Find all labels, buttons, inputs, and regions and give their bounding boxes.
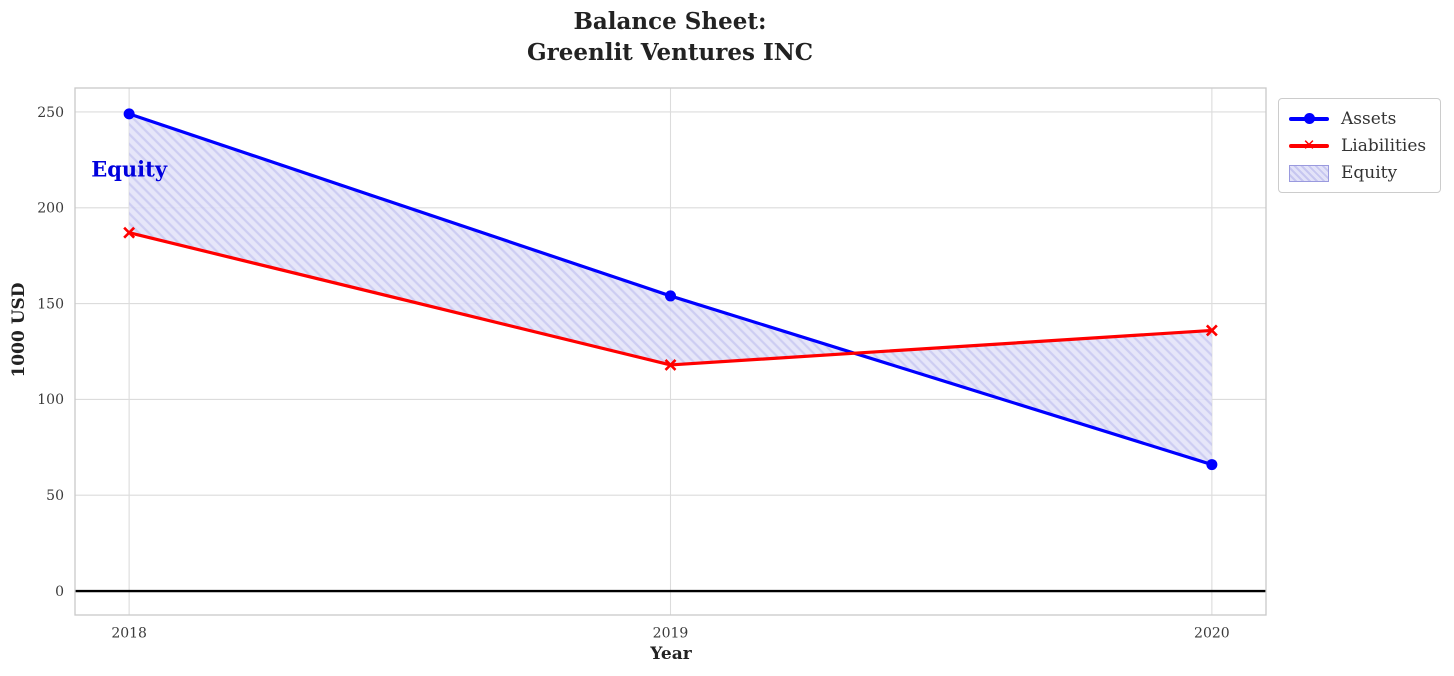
svg-text:0: 0 — [55, 584, 64, 600]
svg-text:250: 250 — [37, 105, 64, 121]
svg-text:100: 100 — [37, 392, 64, 408]
svg-text:200: 200 — [37, 201, 64, 217]
svg-text:50: 50 — [46, 488, 64, 504]
equity-patch-swatch — [1289, 164, 1329, 182]
svg-text:2018: 2018 — [111, 626, 147, 642]
liabilities-x-marker-icon: ✕ — [1302, 135, 1316, 154]
legend-item-equity: Equity — [1289, 159, 1426, 186]
legend-item-liabilities: ✕ Liabilities — [1289, 132, 1426, 159]
chart-title: Balance Sheet: Greenlit Ventures INC — [526, 8, 814, 66]
liabilities-line-swatch: ✕ — [1289, 137, 1329, 154]
legend-item-assets: Assets — [1289, 105, 1426, 132]
assets-circle-marker-icon — [1303, 113, 1315, 124]
assets-line-swatch — [1289, 110, 1329, 127]
equity-hatch-icon — [1289, 165, 1329, 182]
x-axis-label: Year — [650, 644, 692, 664]
svg-text:2019: 2019 — [653, 626, 689, 642]
legend-label-liabilities: Liabilities — [1341, 135, 1427, 156]
liabilities-line-icon — [1289, 143, 1329, 148]
equity-annotation: Equity — [91, 156, 168, 182]
svg-text:2020: 2020 — [1194, 626, 1230, 642]
legend-label-equity: Equity — [1341, 162, 1398, 183]
svg-text:150: 150 — [37, 296, 64, 312]
legend-label-assets: Assets — [1341, 108, 1397, 129]
legend: Assets ✕ Liabilities Equity — [1278, 98, 1442, 193]
